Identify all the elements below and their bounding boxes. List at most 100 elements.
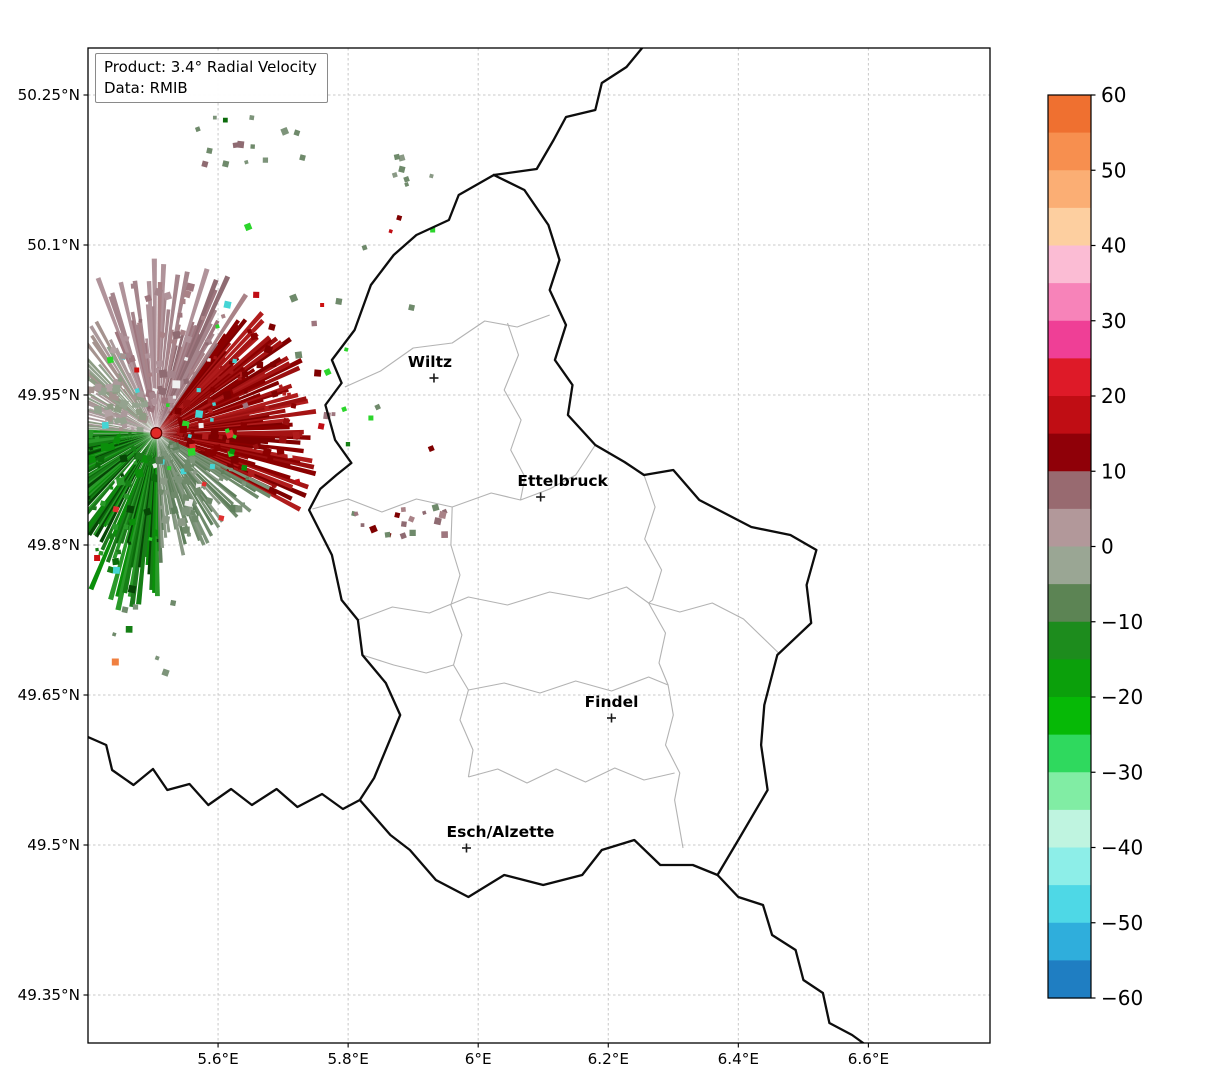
radar-bin [223,300,232,309]
isolated-echo [94,555,101,561]
radar-bin [161,515,171,525]
canton-border [312,444,596,513]
canton-border [503,322,526,501]
clutter-bin [369,524,378,534]
clutter-bin [374,403,381,411]
colorbar-segment [1048,358,1091,397]
radar-bin [117,377,123,383]
radar-bin [144,294,153,303]
radar-bin [172,395,177,399]
colorbar-segment [1048,922,1091,961]
radar-bin [205,497,214,505]
france-germany-border [716,873,865,1043]
radar-bin [104,408,113,418]
clutter-bin [154,655,160,661]
radar-bin [183,356,189,362]
radar-beam [88,417,153,433]
radar-bin [94,436,100,442]
clutter-bin [294,351,303,359]
colorbar-tick-label: 10 [1101,459,1126,483]
radar-bin [159,476,169,486]
clutter-bin [201,160,209,168]
radar-beam [160,433,317,477]
radar-beam [159,337,273,431]
radar-beam [159,435,257,493]
radar-bin [120,409,128,418]
clutter-bin [400,521,407,528]
radar-bin [125,352,132,358]
canton-border [362,654,454,674]
radar-bin [240,422,248,429]
radar-bin [123,493,130,500]
radar-beam [159,368,256,431]
radar-bin [271,390,279,398]
radar-bin [241,481,247,487]
radar-bin [182,478,189,485]
radar-bin [190,463,195,468]
clutter-bin [422,510,427,515]
radar-bin [218,475,225,482]
isolated-echo [430,227,436,233]
radar-bin [190,509,196,516]
radar-bin [112,557,120,566]
radar-bin [228,369,234,375]
radar-bin [146,455,153,461]
city-ettelbruck: Ettelbruck [517,472,609,502]
axis-ticks: 5.6°E 5.8°E 6°E 6.2°E 6.4°E 6.6°E 50.25°N 50.1°… [18,86,889,1068]
radar-bin [205,342,209,346]
radar-beam [158,324,240,430]
radar-bin [213,355,218,360]
radar-site-marker [150,426,163,440]
radar-bin [118,427,124,432]
city-label: Ettelbruck [517,472,608,490]
clutter-bin [388,229,393,234]
radar-beam [88,435,154,507]
radar-bin [92,505,97,511]
radar-beam [136,436,156,605]
radar-bin [106,403,114,411]
clutter-bin [408,304,416,312]
radar-beam [122,436,156,594]
clutter-bin [253,291,260,298]
radar-bin [212,402,217,407]
colorbar-segment [1048,960,1091,999]
radar-bin [131,402,138,408]
clutter-bin [398,165,406,173]
radar-bin [130,445,137,452]
radar-beam [157,275,231,430]
x-tick-label: 6.4°E [718,1050,759,1068]
radar-bin [158,369,168,379]
colorbar-segment [1048,283,1091,322]
cities: Wiltz Ettelbruck Findel Esch/Alzette [408,353,638,853]
radar-bin [167,370,177,379]
radar-bin [179,425,188,434]
radar-bin [208,409,213,414]
city-findel: Findel [585,693,638,723]
radar-bin [161,450,168,457]
radar-bin [165,454,172,461]
clutter-bin [280,126,290,136]
y-tick-label: 49.95°N [18,386,80,404]
radar-bin [94,383,102,392]
colorbar-segment [1048,621,1091,660]
radar-bin [153,287,164,297]
radar-bin [180,298,186,305]
radar-bin [127,584,137,594]
radar-bin [169,459,174,464]
product-line: Product: 3.4° Radial Velocity [104,58,317,76]
radar-bin [88,455,97,464]
radar-bin [276,446,285,455]
radar-bin [207,358,211,362]
radar-bin [270,361,277,368]
radar-bin [183,463,193,473]
colorbar-segment [1048,885,1091,924]
colorbar-tick-label: 50 [1101,158,1126,182]
radar-bin [200,315,206,321]
radar-beam [158,436,203,489]
radar-beam [130,436,156,568]
clutter-bin [397,154,406,162]
clutter-bin [360,523,365,527]
radar-beam [160,434,249,460]
